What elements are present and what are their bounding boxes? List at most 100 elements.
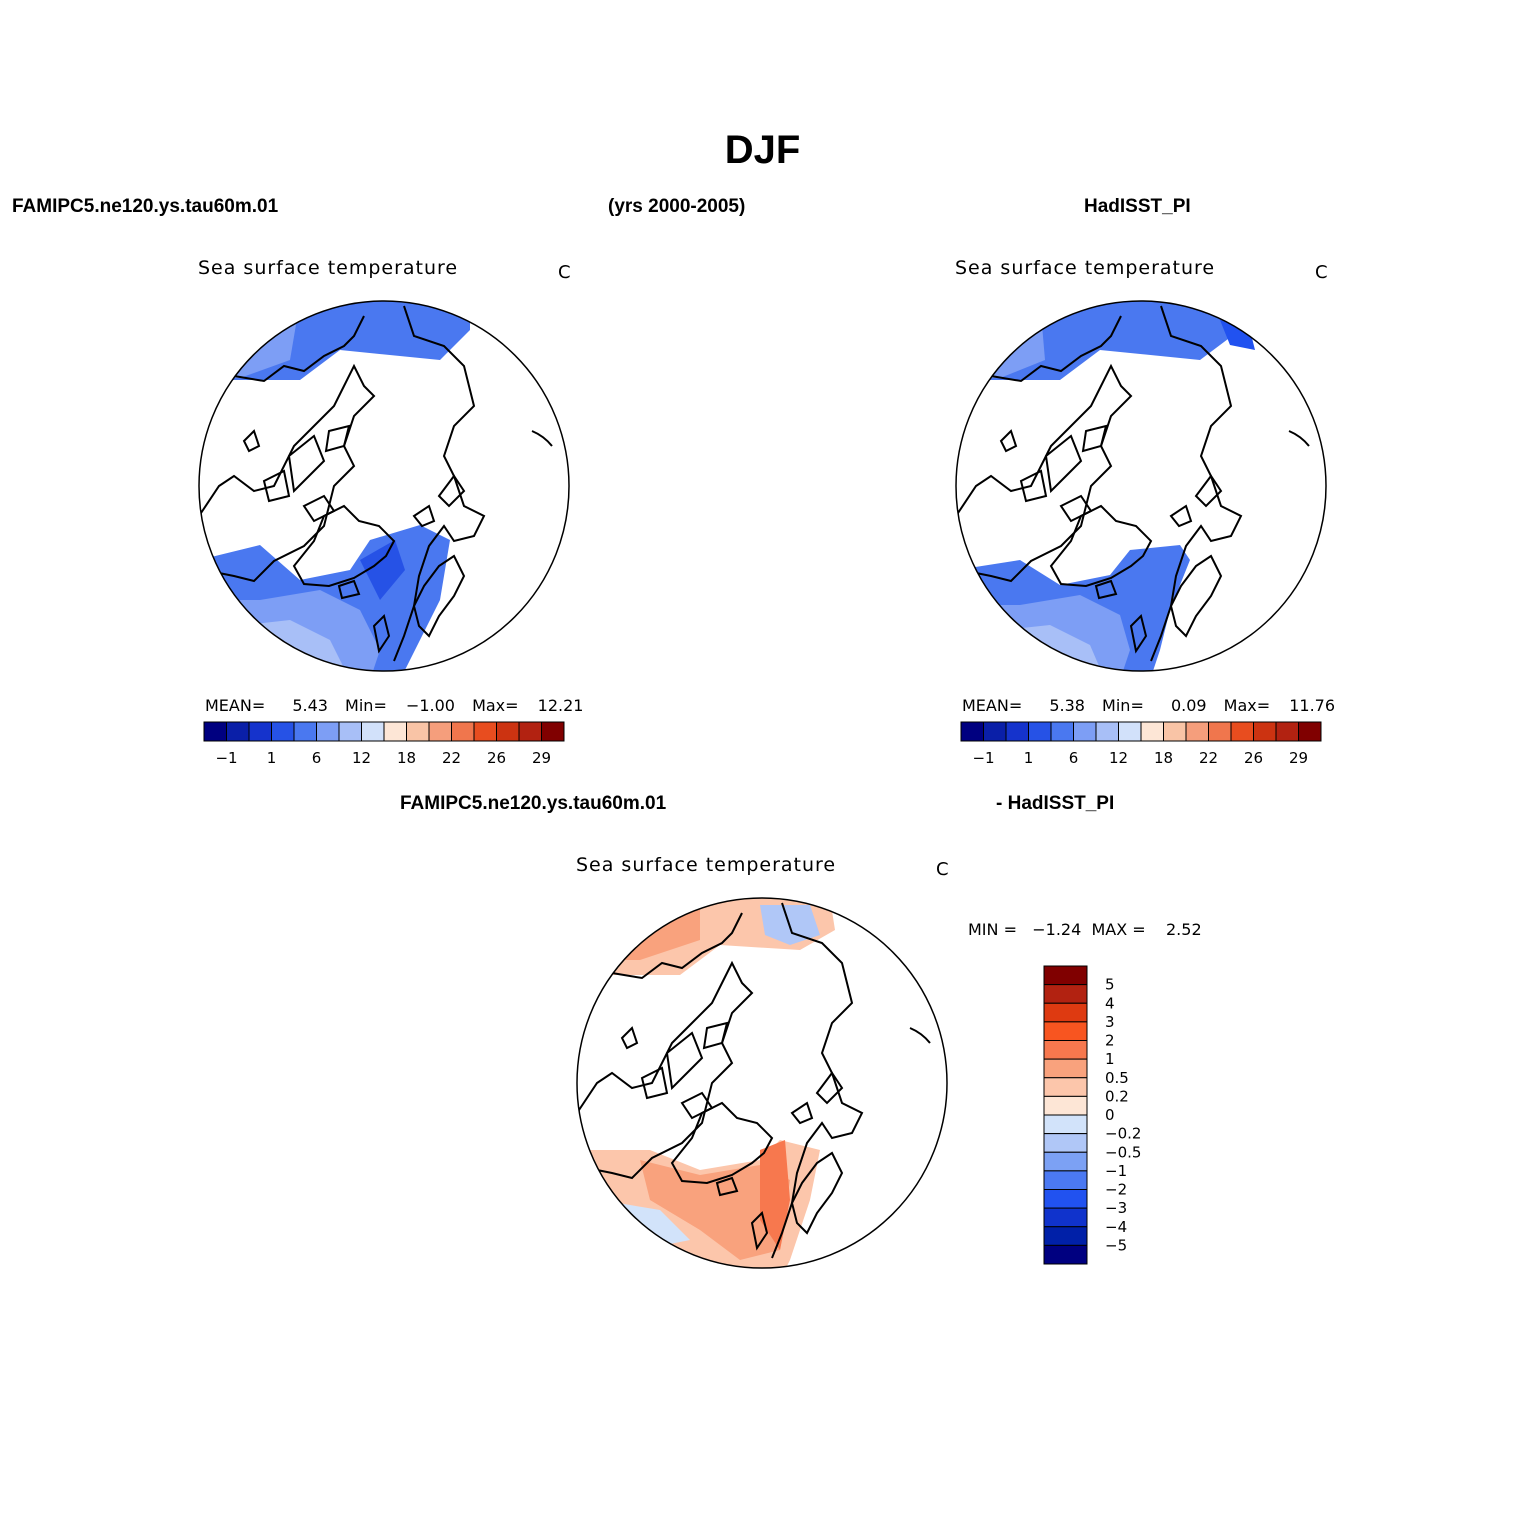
obs-name: HadISST_PI [1084,196,1191,217]
min-label: Min= [345,696,387,715]
case-name-left: FAMIPC5.ne120.ys.tau60m.01 [12,196,279,217]
panel-obs-title: Sea surface temperature [955,257,1216,279]
colorbar-label: 2 [1105,1032,1115,1050]
colorbar-label: −5 [1105,1236,1127,1254]
panel-diff-title: Sea surface temperature [576,854,837,876]
panel-model-units: C [558,262,571,283]
colorbar-swatch [1043,984,1088,1004]
years-label: (yrs 2000-2005) [608,196,746,217]
colorbar-swatch [473,721,497,742]
colorbar-label: −0.5 [1105,1143,1141,1161]
colorbar-swatch [1050,721,1074,742]
colorbar-swatch [960,721,984,742]
colorbar-swatch [518,721,542,742]
colorbar-label: −1 [215,749,237,767]
panel-obs-units: C [1315,262,1328,283]
map-diff [576,897,948,1269]
colorbar-label: 0 [1105,1106,1115,1124]
main-title: DJF [724,128,801,172]
colorbar-label: 0.2 [1105,1087,1129,1105]
max-label: Max= [1223,696,1271,715]
colorbar-swatch [1043,1170,1088,1190]
panel-model-stats: MEAN= 5.43 Min= −1.00 Max= 12.21 [205,696,583,715]
colorbar-label: 4 [1105,994,1115,1012]
colorbar-label: 5 [1105,976,1115,994]
colorbar-label: −0.2 [1105,1125,1141,1143]
colorbar-swatch [1028,721,1052,742]
colorbar-label: −1 [972,749,994,767]
colorbar-model: −1 1 6 12 18 22 26 29 [203,721,565,767]
colorbar-swatch [1043,1151,1088,1172]
max-value: 12.21 [537,696,584,715]
colorbar-label: 0.5 [1105,1069,1129,1087]
colorbar-swatch [316,721,340,742]
colorbar-swatch [496,721,520,742]
colorbar-swatch [1043,1226,1088,1246]
colorbar-label: 1 [1105,1050,1115,1068]
colorbar-swatch [1043,1002,1088,1023]
colorbar-swatch [1043,1040,1088,1060]
colorbar-label: 26 [1244,749,1263,767]
colorbar-swatch [1043,1189,1088,1209]
colorbar-label: 3 [1105,1013,1115,1031]
mean-label: MEAN= [205,696,266,715]
colorbar-swatch [1073,721,1097,742]
colorbar-label: 6 [1069,749,1079,767]
panel-obs-stats: MEAN= 5.38 Min= 0.09 Max= 11.76 [962,696,1335,715]
colorbar-swatch [1298,721,1322,742]
colorbar-label: 12 [352,749,371,767]
colorbar-swatch [1043,1021,1088,1041]
colorbar-label: 22 [1199,749,1218,767]
colorbar-swatch [383,721,407,742]
colorbar-swatch [1118,721,1142,742]
colorbar-label: 1 [1024,749,1034,767]
colorbar-swatch [1095,721,1119,742]
panel-model-title: Sea surface temperature [198,257,459,279]
min-value: 0.09 [1170,696,1207,715]
diff-case-name: FAMIPC5.ne120.ys.tau60m.01 [400,793,667,814]
max-value: 11.76 [1289,696,1336,715]
max-label: Max= [472,696,519,715]
colorbar-swatch [1005,721,1029,742]
colorbar-label: 6 [312,749,322,767]
panel-diff-stats: MIN = −1.24 MAX = 2.52 [968,920,1202,939]
mean-value: 5.43 [292,696,328,715]
colorbar-swatch [541,721,565,742]
colorbar-label: 12 [1109,749,1128,767]
colorbar-swatch [203,721,227,742]
colorbar-swatch [1043,1114,1088,1135]
colorbar-obs: −1 1 6 12 18 22 26 29 [960,721,1322,767]
colorbar-swatch [226,721,250,742]
map-model [198,300,570,672]
min-label: Min= [1102,696,1144,715]
colorbar-label: 18 [1154,749,1173,767]
colorbar-label: 26 [487,749,506,767]
min-value: −1.00 [405,696,455,715]
colorbar-swatch [248,721,272,742]
colorbar-swatch [1163,721,1187,742]
colorbar-swatch [1275,721,1299,742]
colorbar-label: −3 [1105,1199,1127,1217]
colorbar-swatch [1043,1077,1088,1097]
colorbar-swatch [1043,1133,1088,1153]
colorbar-label: 29 [532,749,551,767]
colorbar-swatch [361,721,385,742]
colorbar-swatch [983,721,1007,742]
colorbar-swatch [451,721,475,742]
colorbar-label: −2 [1105,1181,1127,1199]
colorbar-swatch [1043,965,1088,986]
colorbar-swatch [1043,1058,1088,1079]
diff-obs-name: - HadISST_PI [996,793,1115,814]
colorbar-swatch [271,721,295,742]
colorbar-swatch [1140,721,1164,742]
colorbar-swatch [1230,721,1254,742]
colorbar-label: 22 [442,749,461,767]
colorbar-swatch [293,721,317,742]
colorbar-label: 29 [1289,749,1308,767]
colorbar-swatch [1043,1095,1088,1116]
colorbar-swatch [406,721,430,742]
colorbar-label: 18 [397,749,416,767]
mean-value: 5.38 [1049,696,1085,715]
